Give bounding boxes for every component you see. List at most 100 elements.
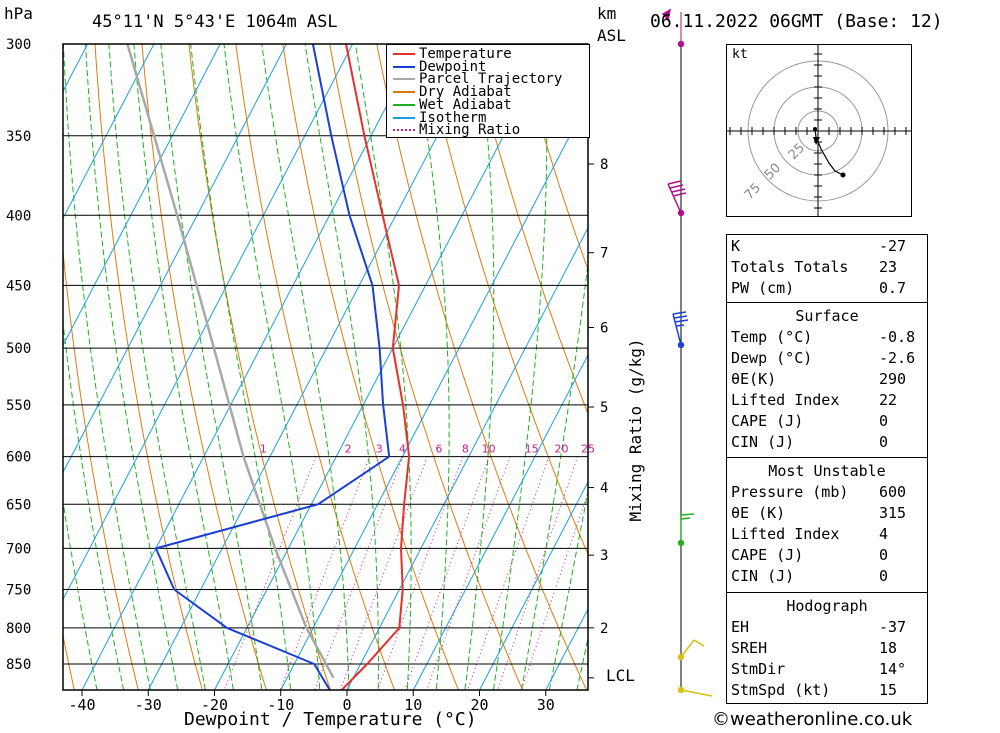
- wet-adiabats: [63, 44, 588, 690]
- mixing-ratio-label: 3: [376, 443, 383, 456]
- most-unstable-label: θE (K): [731, 504, 786, 522]
- hodo-end: [840, 172, 846, 178]
- isotherm-line: [63, 44, 354, 601]
- mixing-ratio-line: [279, 456, 371, 690]
- pressure-level-lines: [63, 43, 588, 665]
- x-tick-label: -20: [201, 696, 228, 714]
- surface-value: 22: [879, 391, 898, 409]
- hodograph-stat-row: StmDir 14°: [727, 659, 927, 680]
- mixing-ratio-label: 10: [482, 443, 496, 456]
- km-tick-label: 2: [600, 621, 608, 637]
- legend-label: Mixing Ratio: [419, 122, 521, 139]
- wind-profile: [661, 8, 713, 697]
- wind-barb-850: [677, 639, 705, 661]
- profiles: [126, 44, 411, 690]
- surface-value: 0: [879, 412, 889, 430]
- dry-adiabat-line: [141, 44, 267, 690]
- mixing-ratio-label: 4: [399, 443, 406, 456]
- index-value: -27: [879, 237, 907, 255]
- isotherm-line: [63, 44, 287, 474]
- hodo-ring-label-25: 25: [786, 141, 808, 163]
- pressure-label-400: 400: [6, 208, 31, 224]
- mixing-ratio-label: 1: [260, 443, 267, 456]
- legend-label: Dry Adiabat: [419, 84, 512, 101]
- x-axis-label: Dewpoint / Temperature (°C): [184, 709, 477, 730]
- wet-adiabat-line: [63, 498, 98, 690]
- legend-swatch: [393, 116, 415, 119]
- isotherm-line: [280, 99, 588, 690]
- surface-row: Temp (°C) -0.8: [727, 327, 927, 348]
- dewpoint-line: [154, 44, 391, 690]
- copyright[interactable]: ©weatheronline.co.uk: [712, 709, 913, 730]
- hodograph-stat-label: EH: [731, 618, 750, 636]
- dry-adiabat-line: [470, 44, 588, 415]
- legend-swatch: [393, 78, 415, 81]
- wind-barb-surface: [677, 686, 713, 697]
- x-tick-label: 10: [404, 696, 422, 714]
- most-unstable-value: 315: [879, 504, 907, 522]
- isotherm-line: [346, 226, 588, 690]
- most-unstable-value: 4: [879, 525, 889, 543]
- mixing-ratio-line: [426, 456, 511, 690]
- wet-adiabat-line: [190, 44, 292, 690]
- hodograph-stat-value: 14°: [879, 660, 907, 678]
- hodograph-stats-box: Hodograph EH -37 SREH 18 StmDir 14° StmSpd (kt…: [726, 592, 928, 704]
- most-unstable-label: CIN (J): [731, 567, 795, 585]
- dry-adiabat-line: [63, 247, 139, 690]
- legend-label: Wet Adiabat: [419, 96, 512, 113]
- most-unstable-row: θE (K) 315: [727, 503, 927, 524]
- km-tick-label: 7: [600, 246, 608, 262]
- most-unstable-row: Pressure (mb) 600: [727, 482, 927, 503]
- wet-adiabat-line: [133, 44, 234, 690]
- legend-swatch: [393, 103, 415, 106]
- isotherm-line: [412, 353, 588, 690]
- pressure-label-600: 600: [6, 450, 31, 466]
- pressure-label-850: 850: [6, 657, 31, 673]
- hodograph-stat-value: 18: [879, 639, 898, 657]
- y-axis-ticks: 300 350 400 450 500 550 600 650 700 750 800 850: [6, 37, 31, 673]
- x-tick-label: 30: [537, 696, 555, 714]
- most-unstable-label: Lifted Index: [731, 525, 840, 543]
- wet-adiabat-line: [548, 488, 588, 690]
- most-unstable-row: CAPE (J) 0: [727, 545, 927, 566]
- mixing-ratio-line: [467, 456, 550, 690]
- legend-item: Parcel Trajectory: [391, 72, 587, 86]
- most-unstable-value: 0: [879, 567, 889, 585]
- surface-value: 290: [879, 370, 907, 388]
- most-unstable-row: Lifted Index 4: [727, 524, 927, 545]
- legend-label: Temperature: [419, 46, 512, 62]
- plot-frame: [62, 43, 589, 691]
- most-unstable-box: Most Unstable Pressure (mb) 600 θE (K) 315 L…: [726, 457, 928, 594]
- x-tick-label: -10: [267, 696, 294, 714]
- x-tick-label: -40: [68, 696, 95, 714]
- temperature-line: [340, 44, 411, 690]
- dry-adiabat-line: [94, 44, 203, 690]
- mixing-ratio-label: 6: [435, 443, 442, 456]
- wet-adiabat-line: [261, 44, 350, 690]
- wet-adiabat-line: [412, 44, 450, 690]
- index-label: K: [731, 237, 741, 255]
- surface-value: 0: [879, 433, 889, 451]
- dry-adiabat-line: [63, 633, 75, 690]
- hodograph-stat-label: StmSpd (kt): [731, 681, 831, 699]
- legend-swatch: [393, 129, 415, 132]
- hpa-label: hPa: [4, 4, 33, 23]
- surface-row: Dewp (°C) -2.6: [727, 348, 927, 369]
- x-tick-label: -30: [135, 696, 162, 714]
- surface-box: Surface Temp (°C) -0.8 Dewp (°C) -2.6 θE(K) 2…: [726, 302, 928, 459]
- pressure-label-300: 300: [6, 37, 31, 53]
- wet-adiabat-line: [160, 44, 263, 690]
- most-unstable-value: 600: [879, 483, 907, 501]
- legend: Temperature Dewpoint Parcel Trajectory Dry …: [386, 44, 590, 138]
- dry-adiabat-line: [516, 44, 588, 271]
- surface-label: Temp (°C): [731, 328, 813, 346]
- surface-label: CIN (J): [731, 433, 795, 451]
- hodo-storm-motion: [813, 137, 820, 145]
- wet-adiabat-line: [108, 44, 206, 690]
- hodograph-stats-title: Hodograph: [786, 597, 868, 615]
- index-row: K -27: [727, 236, 927, 257]
- legend-item: Mixing Ratio: [391, 122, 587, 139]
- hodo-ring-label-75: 75: [742, 181, 764, 203]
- hodograph: kt 25 50 75: [726, 44, 912, 217]
- wet-adiabat-line: [521, 259, 588, 690]
